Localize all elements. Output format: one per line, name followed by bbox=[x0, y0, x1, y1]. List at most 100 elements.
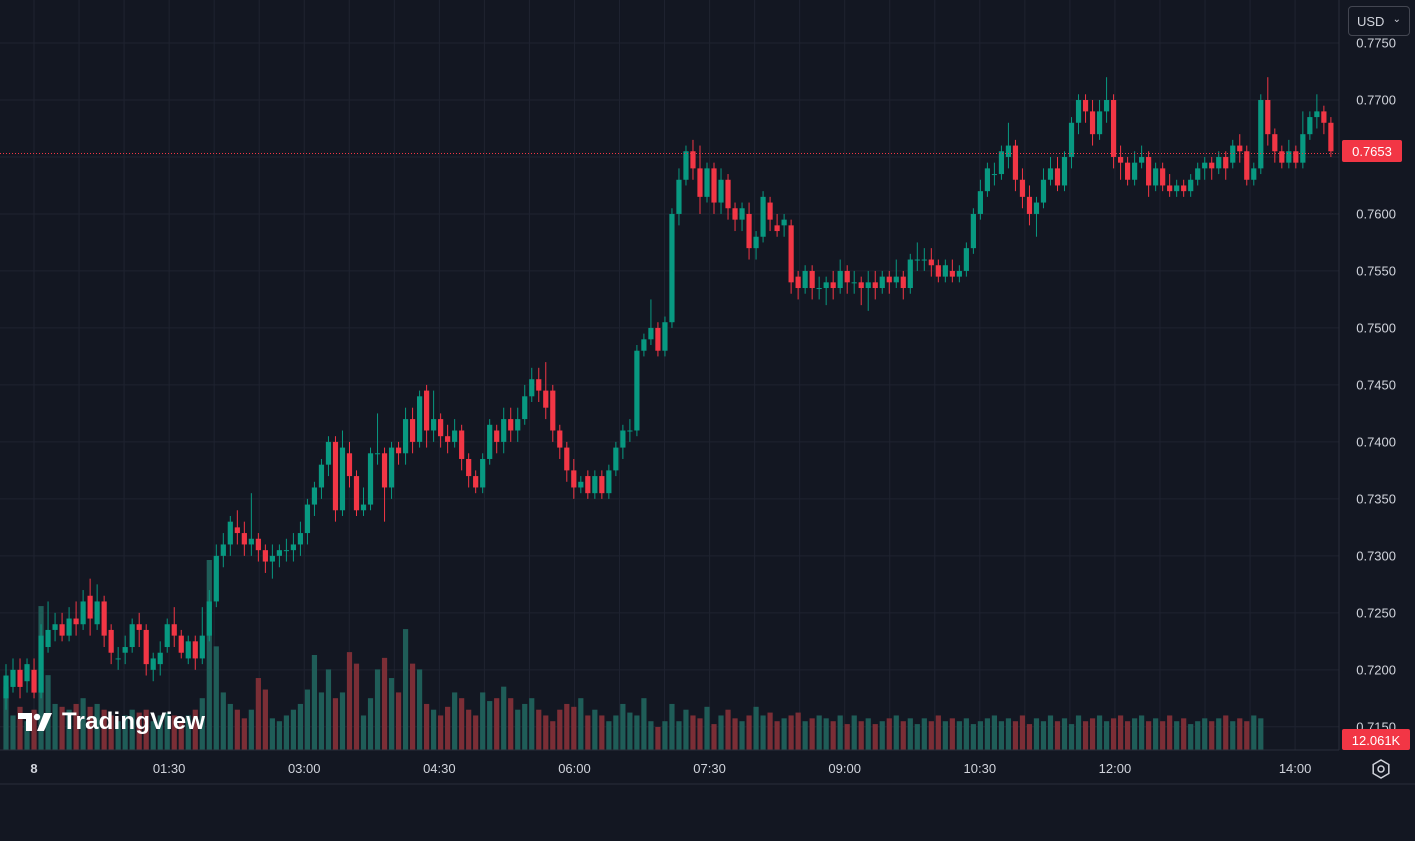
candle bbox=[788, 219, 794, 294]
candle-body bbox=[956, 270, 962, 277]
volume-bar bbox=[283, 715, 289, 750]
volume-bar bbox=[830, 721, 836, 750]
candle-body bbox=[886, 276, 892, 283]
candle-body bbox=[739, 208, 745, 220]
candle-body bbox=[339, 447, 346, 511]
candle bbox=[80, 590, 86, 630]
tradingview-logo-text: TradingView bbox=[62, 708, 206, 735]
candle bbox=[823, 276, 829, 306]
candle bbox=[802, 265, 808, 294]
volume-bar bbox=[795, 712, 801, 750]
volume-bar bbox=[1251, 715, 1257, 750]
candles bbox=[3, 77, 1334, 710]
candle-body bbox=[38, 635, 44, 693]
candle-body bbox=[1132, 162, 1138, 180]
volume-bar bbox=[578, 698, 584, 750]
candle bbox=[459, 424, 465, 471]
candle-body bbox=[865, 282, 871, 289]
candle bbox=[339, 430, 346, 516]
volume-bar bbox=[767, 712, 773, 750]
candle-body bbox=[129, 624, 135, 648]
candle bbox=[192, 635, 198, 670]
volume-bar bbox=[655, 726, 661, 750]
candle-body bbox=[1047, 168, 1054, 180]
candle bbox=[893, 259, 899, 289]
candle-body bbox=[241, 533, 247, 545]
candle-body bbox=[283, 550, 289, 552]
volume-bar bbox=[774, 721, 780, 750]
candle-body bbox=[585, 476, 591, 494]
candle-body bbox=[844, 270, 850, 283]
candle bbox=[297, 521, 304, 556]
candle bbox=[318, 458, 325, 499]
tradingview-logo[interactable]: TradingView bbox=[16, 708, 205, 736]
candle-body bbox=[255, 538, 261, 551]
volume-bar bbox=[1075, 715, 1082, 750]
candle bbox=[206, 590, 212, 642]
volume-bar bbox=[606, 721, 612, 750]
gear-icon bbox=[1372, 759, 1390, 779]
candle-body bbox=[795, 276, 801, 289]
candle bbox=[872, 270, 878, 300]
candle-body bbox=[529, 379, 535, 397]
volume-bar bbox=[788, 715, 794, 750]
candle-body bbox=[676, 179, 682, 214]
candle bbox=[557, 424, 563, 459]
candle-body bbox=[122, 647, 128, 653]
candle bbox=[101, 595, 107, 648]
candle-body bbox=[536, 379, 542, 391]
volume-bar bbox=[367, 698, 374, 750]
volume-bar bbox=[697, 718, 703, 750]
volume-bar bbox=[234, 709, 240, 750]
volume-bar bbox=[1258, 718, 1264, 750]
candle-body bbox=[1328, 122, 1334, 152]
volume-bar bbox=[220, 692, 226, 750]
candle-body bbox=[1089, 111, 1096, 135]
candle-body bbox=[851, 282, 857, 284]
candle bbox=[599, 470, 605, 499]
volume-bar bbox=[928, 721, 934, 750]
candle-body bbox=[655, 327, 661, 351]
candle bbox=[24, 658, 30, 693]
volume-bar bbox=[1153, 718, 1159, 750]
candle-body bbox=[115, 658, 121, 660]
volume-bar bbox=[1167, 715, 1173, 750]
candle-body bbox=[445, 436, 451, 442]
candle-body bbox=[360, 504, 367, 511]
candle bbox=[739, 202, 745, 232]
currency-select[interactable]: USD ⌄ bbox=[1348, 6, 1410, 36]
candle bbox=[1026, 185, 1033, 226]
candle bbox=[73, 601, 79, 636]
volume-bar bbox=[1195, 721, 1201, 750]
candle-body bbox=[262, 550, 268, 562]
candle-body bbox=[977, 191, 983, 214]
volume-bar bbox=[704, 706, 710, 750]
price-tick-label: 0.7700 bbox=[1356, 92, 1396, 107]
candle bbox=[367, 447, 374, 511]
volume-bar bbox=[1181, 718, 1187, 750]
volume-bar bbox=[529, 698, 535, 750]
time-tick-label: 8 bbox=[30, 761, 37, 776]
time-axis[interactable]: 8 01:30 03:00 04:30 06:00 07:30 09:00 10:30 12:0… bbox=[30, 761, 1311, 776]
candle-body bbox=[1153, 168, 1159, 186]
volume-bar bbox=[949, 718, 955, 750]
candle-body bbox=[297, 533, 304, 545]
candle-body bbox=[970, 213, 976, 249]
volume-bar bbox=[1054, 721, 1061, 750]
candle-body bbox=[1216, 156, 1222, 169]
candle bbox=[52, 612, 58, 642]
candle-body bbox=[1258, 99, 1264, 169]
candle-body bbox=[1005, 145, 1012, 157]
candle bbox=[592, 470, 598, 499]
candle bbox=[213, 544, 219, 608]
chart-settings-button[interactable] bbox=[1368, 756, 1394, 782]
candle-body bbox=[557, 430, 563, 448]
candle-body bbox=[1265, 99, 1271, 135]
volume-bar bbox=[760, 715, 766, 750]
candle-body bbox=[318, 464, 325, 488]
candle-body bbox=[416, 396, 423, 442]
candle-body bbox=[374, 453, 381, 455]
candle-body bbox=[1146, 156, 1152, 186]
volume-bar bbox=[886, 718, 892, 750]
